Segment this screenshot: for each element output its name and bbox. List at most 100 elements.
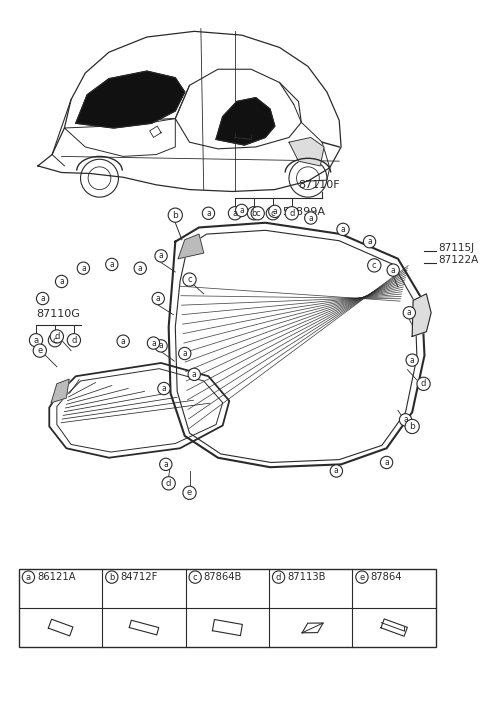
Circle shape — [48, 334, 61, 347]
Text: a: a — [159, 341, 164, 350]
Polygon shape — [168, 223, 424, 467]
Text: d: d — [71, 336, 77, 344]
Text: 87110G: 87110G — [36, 310, 80, 320]
Text: a: a — [81, 264, 86, 273]
Text: a: a — [273, 207, 277, 216]
Circle shape — [29, 334, 43, 347]
Circle shape — [356, 571, 368, 584]
Text: a: a — [121, 336, 126, 346]
Circle shape — [236, 204, 248, 217]
Text: 87864B: 87864B — [204, 572, 242, 582]
Text: a: a — [410, 356, 415, 365]
Circle shape — [269, 205, 281, 218]
Text: 87115J: 87115J — [438, 244, 474, 253]
Polygon shape — [38, 31, 341, 191]
Circle shape — [106, 258, 118, 270]
Circle shape — [337, 223, 349, 236]
Text: b: b — [109, 573, 115, 581]
Polygon shape — [51, 379, 69, 403]
Circle shape — [399, 414, 412, 426]
Circle shape — [189, 571, 201, 584]
Circle shape — [417, 377, 430, 391]
Circle shape — [147, 337, 160, 349]
Circle shape — [162, 476, 175, 490]
Text: a: a — [182, 349, 187, 358]
Circle shape — [405, 419, 419, 434]
Circle shape — [381, 456, 393, 468]
Circle shape — [67, 334, 81, 347]
Text: d: d — [421, 379, 426, 389]
Text: b: b — [409, 422, 415, 431]
Text: a: a — [26, 573, 31, 581]
Circle shape — [155, 340, 167, 352]
Polygon shape — [289, 138, 324, 166]
Circle shape — [183, 486, 196, 500]
Text: a: a — [109, 260, 114, 269]
Circle shape — [77, 262, 90, 274]
Circle shape — [188, 368, 201, 381]
Circle shape — [152, 292, 164, 304]
Circle shape — [251, 207, 264, 220]
Circle shape — [266, 207, 279, 220]
Text: a: a — [138, 264, 143, 273]
Circle shape — [22, 571, 35, 584]
Bar — [19, 568, 436, 647]
Text: a: a — [391, 265, 396, 275]
Text: a: a — [206, 209, 211, 218]
Text: a: a — [40, 294, 45, 303]
Circle shape — [406, 354, 419, 366]
Circle shape — [363, 236, 376, 248]
Polygon shape — [178, 234, 204, 259]
Circle shape — [134, 262, 146, 274]
Text: c: c — [372, 261, 377, 270]
Circle shape — [183, 273, 196, 286]
Text: e: e — [37, 346, 42, 355]
Text: e: e — [187, 488, 192, 497]
Polygon shape — [175, 70, 301, 149]
Text: 84712F: 84712F — [120, 572, 158, 582]
Text: b: b — [172, 211, 178, 220]
Text: a: a — [151, 339, 156, 347]
Circle shape — [55, 276, 68, 288]
Text: d: d — [276, 573, 281, 581]
Text: a: a — [164, 460, 168, 469]
Circle shape — [247, 207, 261, 220]
Text: c: c — [193, 573, 197, 581]
Text: c: c — [271, 209, 275, 218]
Circle shape — [202, 207, 215, 220]
Text: 50899A: 50899A — [282, 207, 325, 217]
Text: e: e — [360, 573, 365, 581]
Text: 87110F: 87110F — [299, 180, 340, 189]
Text: d: d — [166, 478, 171, 488]
Text: c: c — [53, 336, 57, 344]
Text: a: a — [232, 209, 238, 218]
Polygon shape — [412, 294, 431, 336]
Circle shape — [285, 207, 299, 220]
Circle shape — [168, 208, 182, 223]
Text: 87113B: 87113B — [287, 572, 325, 582]
Text: c: c — [187, 275, 192, 284]
Circle shape — [33, 344, 47, 357]
Circle shape — [305, 212, 317, 224]
Circle shape — [117, 335, 129, 347]
Circle shape — [368, 259, 381, 272]
Circle shape — [158, 382, 170, 394]
Circle shape — [228, 207, 241, 220]
Polygon shape — [175, 231, 417, 463]
Polygon shape — [216, 98, 275, 145]
Circle shape — [160, 458, 172, 471]
Circle shape — [106, 571, 118, 584]
Circle shape — [403, 307, 416, 319]
Circle shape — [50, 330, 63, 343]
Circle shape — [330, 465, 343, 477]
Text: a: a — [162, 384, 166, 393]
Text: a: a — [309, 213, 313, 223]
Text: d: d — [289, 209, 295, 218]
Polygon shape — [57, 368, 223, 452]
Text: a: a — [34, 336, 38, 344]
Text: a: a — [156, 294, 161, 303]
Text: a: a — [367, 237, 372, 247]
Text: a: a — [341, 225, 346, 234]
Circle shape — [273, 571, 285, 584]
Polygon shape — [76, 71, 185, 128]
